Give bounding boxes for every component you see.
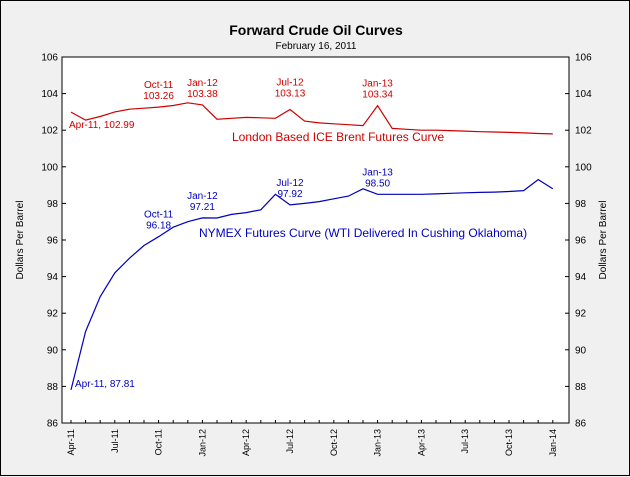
y-tick-label-right: 100 bbox=[575, 162, 592, 173]
data-label: Jul-12 bbox=[276, 178, 304, 189]
y-tick-label-left: 96 bbox=[47, 236, 59, 247]
axis-ticks: 86 86 88 88 90 90 92 92 94 94 96 96 98 98 100 100 102 102… bbox=[41, 53, 592, 457]
y-tick-label-right: 94 bbox=[575, 272, 587, 283]
data-label: Jan-12 bbox=[187, 78, 218, 89]
chart-subtitle: February 16, 2011 bbox=[276, 41, 357, 52]
y-tick-label-right: 86 bbox=[575, 419, 587, 430]
y-tick-label-right: 88 bbox=[575, 382, 587, 393]
plot-area bbox=[61, 56, 570, 424]
data-label: Jan-13 bbox=[362, 79, 393, 90]
y-tick-label-right: 90 bbox=[575, 345, 587, 356]
series-line-wti bbox=[70, 178, 554, 391]
x-tick-label: Jan-13 bbox=[373, 429, 383, 457]
y-tick-label-left: 100 bbox=[41, 162, 58, 173]
data-label: Jan-12 bbox=[187, 191, 218, 202]
x-tick-label: Jul-11 bbox=[110, 429, 120, 453]
series-line-brent bbox=[70, 102, 553, 135]
x-tick-label: Oct-13 bbox=[504, 429, 514, 456]
data-label: 98.50 bbox=[365, 178, 390, 189]
y-tick-label-left: 92 bbox=[47, 309, 59, 320]
y-tick-label-right: 106 bbox=[575, 53, 592, 64]
data-label: Oct-11 bbox=[144, 80, 174, 91]
y-tick-label-left: 88 bbox=[47, 382, 59, 393]
x-tick-label: Jul-13 bbox=[460, 429, 470, 454]
data-label: 97.92 bbox=[277, 189, 302, 200]
x-tick-label: Apr-13 bbox=[416, 429, 426, 456]
y-axis-label-right: Dollars Per Barrel bbox=[598, 201, 609, 280]
data-label: 103.26 bbox=[143, 91, 174, 102]
y-tick-label-right: 104 bbox=[575, 89, 592, 100]
y-tick-label-left: 104 bbox=[41, 89, 58, 100]
data-label: Jul-12 bbox=[276, 78, 304, 89]
data-label: 97.21 bbox=[190, 202, 215, 213]
data-label: 96.18 bbox=[146, 221, 171, 232]
data-label: Apr-11, 102.99 bbox=[69, 120, 135, 131]
y-tick-label-left: 86 bbox=[47, 419, 59, 430]
x-tick-label: Jan-12 bbox=[197, 429, 207, 457]
series-lines bbox=[70, 102, 554, 391]
annotations: Apr-11, 102.99Oct-11103.26Jan-12103.38Ju… bbox=[69, 78, 393, 390]
y-tick-label-right: 96 bbox=[575, 236, 587, 247]
y-axis-label-left: Dollars Per Barrel bbox=[15, 201, 26, 280]
data-label: Oct-11 bbox=[144, 210, 174, 221]
y-tick-label-left: 90 bbox=[47, 345, 59, 356]
data-label: 103.13 bbox=[275, 89, 306, 100]
y-tick-label-left: 106 bbox=[41, 53, 58, 64]
y-tick-label-left: 94 bbox=[47, 272, 59, 283]
chart-title: Forward Crude Oil Curves bbox=[229, 22, 403, 38]
data-label: Jan-13 bbox=[362, 167, 393, 178]
x-tick-label: Jan-14 bbox=[548, 429, 558, 457]
data-label: Apr-11, 87.81 bbox=[75, 379, 135, 390]
x-tick-label: Oct-12 bbox=[329, 429, 339, 456]
x-tick-label: Jul-12 bbox=[285, 429, 295, 454]
y-tick-label-left: 102 bbox=[41, 126, 58, 137]
data-label: 103.34 bbox=[362, 90, 393, 101]
x-tick-label: Oct-11 bbox=[154, 429, 164, 455]
series-label-wti: NYMEX Futures Curve (WTI Delivered In Cu… bbox=[199, 226, 527, 240]
data-label: 103.38 bbox=[187, 89, 218, 100]
x-tick-label: Apr-12 bbox=[241, 429, 251, 456]
series-label-brent: London Based ICE Brent Futures Curve bbox=[232, 130, 444, 144]
y-tick-label-right: 98 bbox=[575, 199, 587, 210]
x-tick-label: Apr-11 bbox=[66, 429, 76, 455]
y-tick-label-right: 102 bbox=[575, 126, 592, 137]
y-tick-label-right: 92 bbox=[575, 309, 587, 320]
y-tick-label-left: 98 bbox=[47, 199, 59, 210]
